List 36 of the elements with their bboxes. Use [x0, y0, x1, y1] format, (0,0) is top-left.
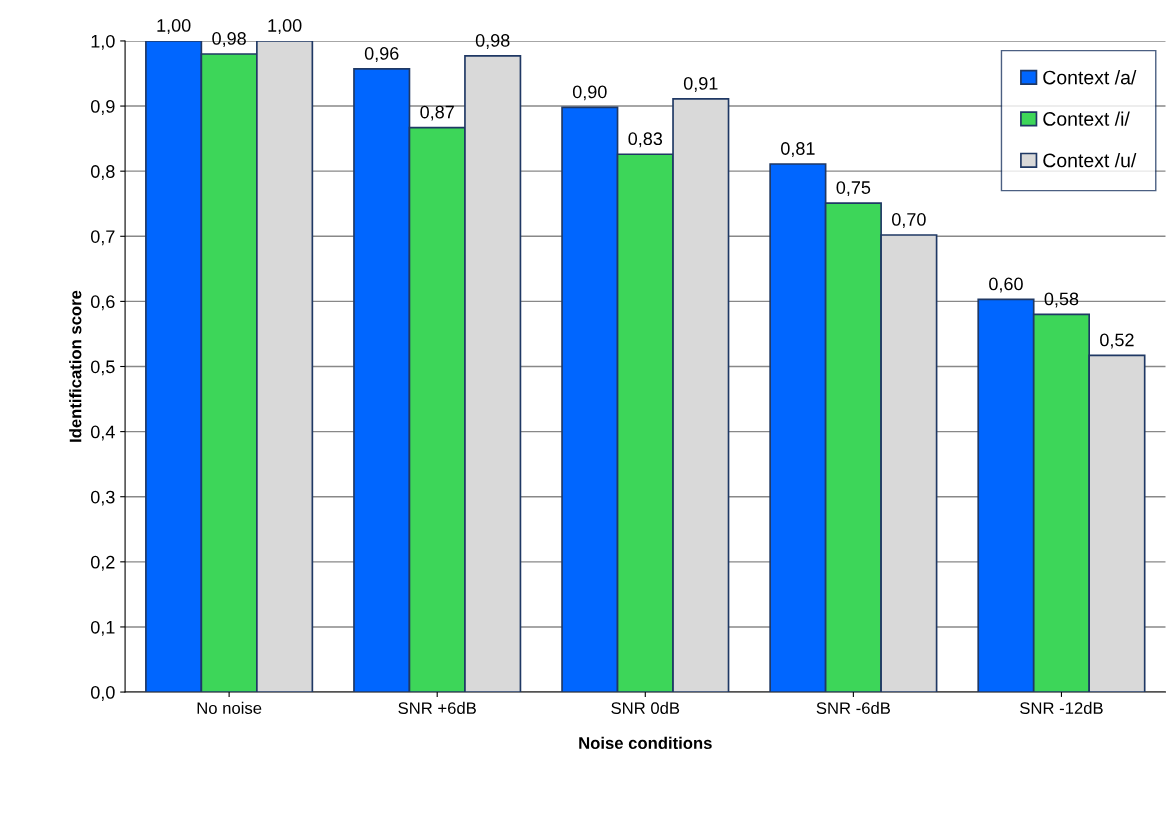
y-tick-label: 1,0 [91, 34, 115, 50]
x-tick-label: SNR -6dB [816, 701, 890, 715]
y-tick-label: 0,9 [90, 99, 115, 115]
x-tick-label: No noise [197, 701, 262, 715]
y-tick-label: 0,1 [90, 620, 115, 636]
data-label: 0,98 [475, 34, 510, 49]
data-label: 0,60 [989, 277, 1023, 293]
x-tick-label: SNR +6dB [398, 701, 476, 715]
data-label: 0,91 [683, 76, 718, 92]
data-label: 0,75 [836, 181, 871, 197]
y-tick-label: 0,3 [90, 490, 115, 506]
data-label: 0,81 [781, 142, 815, 158]
data-label: 0,90 [572, 85, 607, 101]
data-label: 0,58 [1044, 292, 1079, 308]
data-label: 0,87 [420, 105, 454, 121]
y-tick-label: 0,8 [90, 165, 115, 181]
y-tick-label: 0,4 [90, 425, 115, 441]
x-tick-label: SNR 0dB [611, 701, 680, 715]
x-axis-title: Noise conditions [579, 736, 712, 749]
y-tick-label: 0,2 [90, 555, 115, 571]
y-tick-label: 0,5 [90, 360, 115, 376]
legend-label: Context /u/ [1043, 153, 1137, 168]
y-axis-title: Identification score [69, 290, 82, 442]
x-tick-label: SNR -12dB [1020, 701, 1103, 715]
data-label: 1,00 [268, 19, 302, 34]
legend-label: Context /i/ [1043, 111, 1130, 126]
data-label: 0,96 [364, 47, 399, 62]
data-label: 0,98 [212, 32, 246, 47]
legend-label: Context /a/ [1043, 70, 1137, 85]
data-label: 0,52 [1100, 333, 1134, 349]
data-label: 0,83 [628, 132, 663, 148]
data-label: 1,00 [157, 19, 191, 34]
y-tick-label: 0,6 [90, 295, 115, 311]
y-tick-label: 0,7 [90, 230, 115, 246]
data-label: 0,70 [891, 213, 926, 228]
y-tick-label: 0,0 [90, 685, 115, 701]
